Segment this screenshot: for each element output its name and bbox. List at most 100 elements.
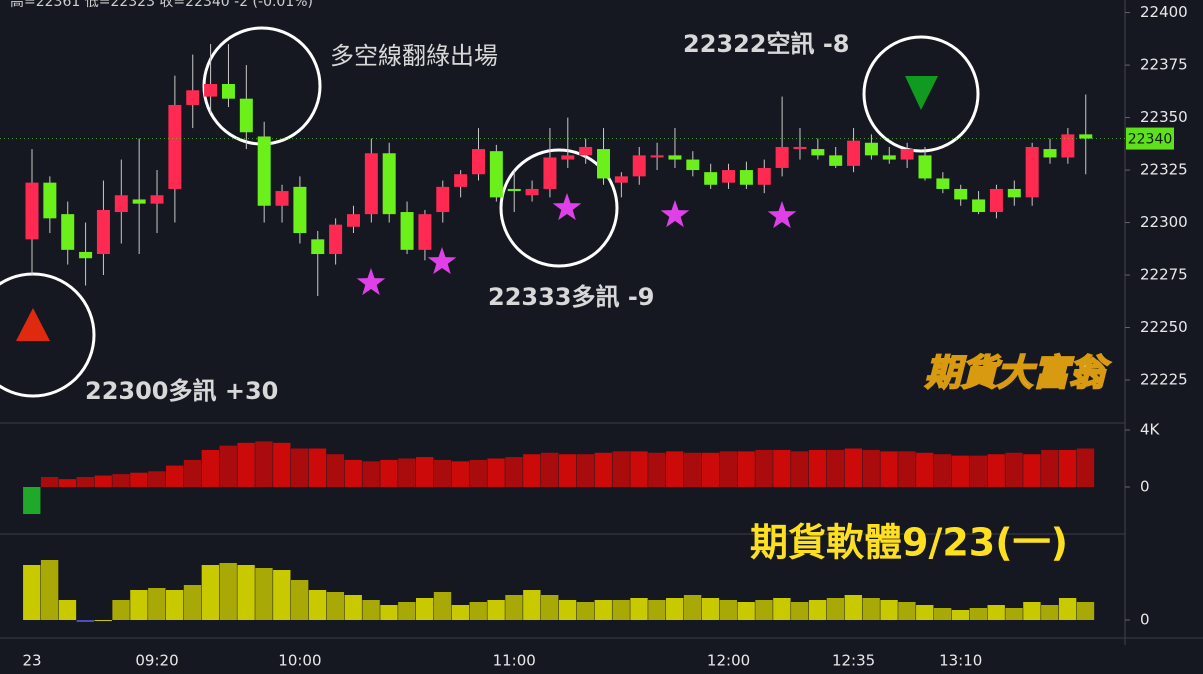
- bar: [791, 602, 809, 620]
- bar: [290, 448, 309, 487]
- bar: [308, 448, 327, 487]
- bar: [1005, 608, 1023, 620]
- bar: [112, 600, 130, 620]
- bar: [880, 451, 898, 487]
- circle: [862, 35, 980, 153]
- bar: [219, 563, 237, 620]
- candle-body: [25, 182, 39, 240]
- bar: [773, 449, 791, 487]
- bar: [987, 605, 1005, 620]
- x-tick-label: 12:00: [707, 652, 750, 670]
- bar: [880, 600, 898, 620]
- bar: [290, 580, 309, 620]
- y-tick-label: 4K: [1140, 420, 1161, 438]
- bar: [273, 442, 291, 487]
- bar: [576, 454, 595, 487]
- candle-body: [686, 159, 700, 171]
- bar: [1041, 605, 1059, 620]
- bar: [755, 449, 773, 487]
- candle-body: [61, 214, 75, 250]
- x-tick-label: 09:20: [135, 652, 178, 670]
- bar: [1058, 598, 1077, 620]
- bar: [23, 565, 41, 620]
- sell-triangle: [905, 76, 938, 110]
- candle-body: [96, 209, 110, 255]
- bar: [951, 610, 970, 620]
- bar: [183, 585, 202, 620]
- bar: [808, 600, 827, 620]
- bar: [362, 461, 380, 487]
- last-price-label: 22340: [1128, 132, 1173, 148]
- bar: [594, 452, 612, 487]
- bar: [683, 452, 702, 487]
- y-tick-label: 22300: [1140, 213, 1188, 231]
- annotation: 22322空訊 -8: [683, 30, 850, 58]
- candle-body: [382, 153, 396, 215]
- bar: [398, 458, 416, 487]
- bar: [76, 620, 95, 622]
- bar: [558, 600, 577, 620]
- bar: [523, 454, 541, 487]
- candle-body: [186, 90, 200, 105]
- bar: [469, 459, 487, 487]
- bar: [380, 459, 398, 487]
- bar: [273, 570, 291, 620]
- last-price-box: [1126, 127, 1174, 150]
- candle-body: [1007, 188, 1021, 198]
- bar: [719, 451, 737, 487]
- bar: [701, 598, 720, 620]
- bar: [433, 592, 452, 620]
- bar: [1005, 452, 1023, 487]
- bar: [523, 590, 541, 620]
- y-tick-label: 22225: [1140, 371, 1188, 389]
- bar: [112, 474, 130, 487]
- bar: [683, 595, 702, 620]
- annotation: 22333多訊 -9: [488, 283, 655, 311]
- candle-body: [418, 214, 432, 250]
- bar: [898, 602, 916, 620]
- bar: [398, 602, 416, 620]
- candle-body: [257, 136, 271, 206]
- candle-body: [168, 104, 182, 189]
- x-tick-label: 23: [22, 652, 41, 670]
- bar: [219, 445, 237, 487]
- x-tick-label: 13:10: [939, 652, 982, 670]
- bar: [94, 475, 112, 487]
- candle-body: [239, 98, 253, 133]
- bar: [415, 598, 434, 620]
- bar: [862, 449, 880, 487]
- candle-body: [936, 178, 950, 189]
- bar: [148, 471, 166, 487]
- bar: [773, 598, 791, 620]
- bar: [433, 459, 452, 487]
- bar: [701, 452, 720, 487]
- candle-body: [757, 167, 771, 185]
- x-tick-label: 11:00: [493, 652, 536, 670]
- candle-body: [597, 149, 611, 179]
- candle-body: [668, 155, 682, 160]
- candle-body: [132, 199, 146, 204]
- y-tick-label: 0: [1140, 477, 1150, 495]
- bar: [666, 451, 684, 487]
- candle-body: [829, 155, 843, 166]
- bar: [40, 560, 59, 620]
- bar: [237, 565, 255, 620]
- y-tick-label: 22375: [1140, 56, 1188, 74]
- bar: [451, 605, 470, 620]
- candle-body: [525, 188, 539, 196]
- bar: [987, 454, 1005, 487]
- annotation: 22300多訊 +30: [85, 377, 278, 405]
- candle-body: [722, 170, 736, 183]
- bar: [630, 451, 648, 487]
- bar: [94, 620, 112, 621]
- bar: [1023, 454, 1041, 487]
- buy-triangle: [16, 308, 50, 341]
- candle-body: [293, 186, 307, 234]
- bar: [916, 605, 934, 620]
- candle-body: [972, 199, 986, 213]
- bar: [1023, 602, 1041, 620]
- bar: [933, 454, 952, 487]
- bar: [505, 457, 523, 487]
- bar: [165, 465, 184, 487]
- x-tick-label: 12:35: [832, 652, 875, 670]
